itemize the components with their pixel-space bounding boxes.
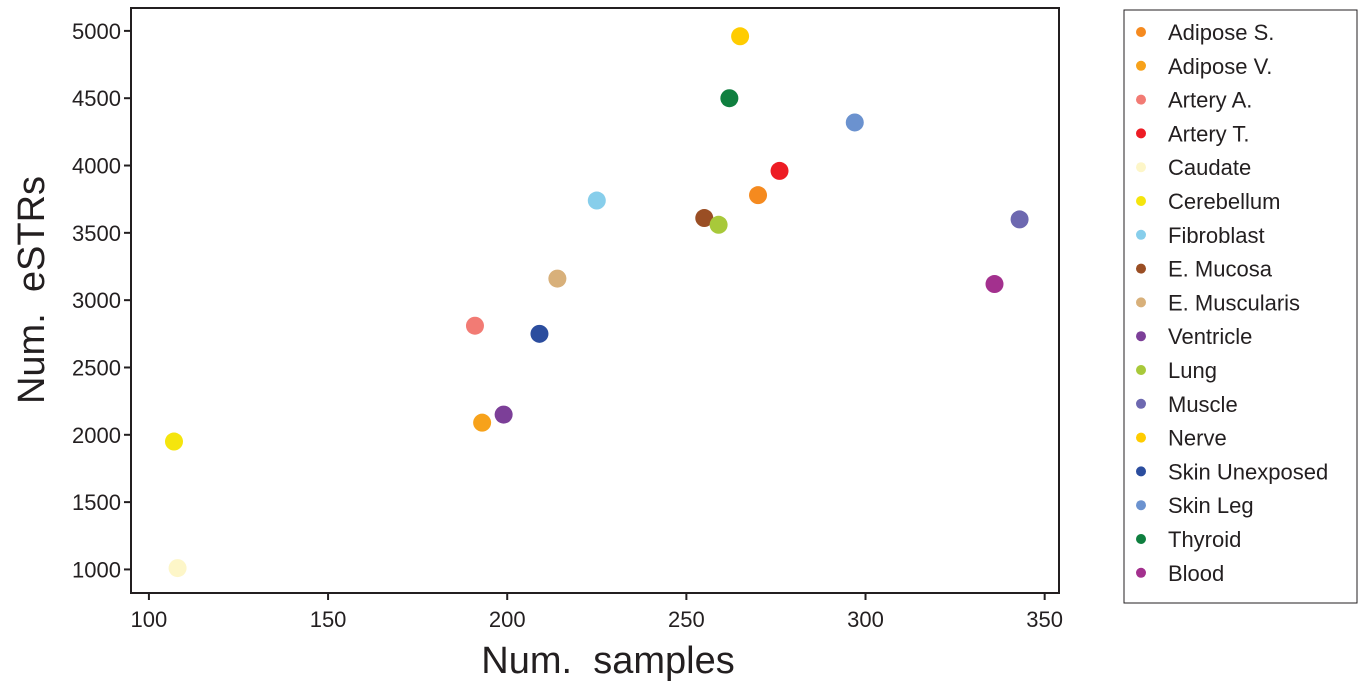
legend-marker [1136,263,1146,274]
legend-marker [1136,297,1146,308]
data-point [530,324,549,343]
data-point [465,316,484,335]
data-point [845,113,864,132]
legend-label: Ventricle [1168,324,1252,349]
legend-label: Adipose S. [1168,20,1274,45]
data-point [473,413,492,432]
legend-marker [1136,60,1146,71]
data-point [720,89,739,108]
data-point [164,432,183,451]
legend-label: Lung [1168,358,1217,383]
data-point [709,215,728,234]
y-tick-label: 3000 [72,288,121,313]
data-point [749,186,768,205]
legend-label: Adipose V. [1168,54,1272,79]
legend-marker [1136,432,1146,443]
x-axis: 100 150 200 250 300 350 [131,593,1063,632]
data-point [731,27,750,46]
legend-frame [1123,9,1358,604]
legend-label: Blood [1168,561,1224,586]
legend-marker [1136,27,1146,37]
legend-label: Cerebellum [1168,189,1281,214]
x-tick-label: 350 [1026,607,1063,632]
legend-label: Skin Leg [1168,493,1254,518]
legend-label: Skin Unexposed [1168,459,1328,484]
legend-label: Artery A. [1168,88,1252,113]
y-tick-label: 2500 [72,355,121,380]
y-tick-label: 1000 [72,557,121,582]
y-tick-label: 5000 [72,19,121,44]
data-points [164,27,1029,578]
data-point [548,269,567,288]
x-tick-label: 100 [131,607,168,632]
y-tick-label: 3500 [72,221,121,246]
legend-marker [1136,398,1146,409]
y-tick-label: 2000 [72,423,121,448]
legend-marker [1136,128,1146,139]
y-tick-label: 1500 [72,490,121,515]
data-point [168,559,187,578]
legend-label: Artery T. [1168,121,1250,146]
x-tick-label: 150 [310,607,347,632]
y-tick-label: 4000 [72,154,121,179]
y-axis-title: Num. eSTRs [11,176,53,404]
data-point [494,405,513,424]
x-tick-label: 250 [668,607,705,632]
legend-label: E. Mucosa [1168,257,1273,282]
legend-label: Caudate [1168,155,1251,180]
legend-marker [1136,466,1146,477]
legend-marker [1136,365,1146,375]
data-point [695,209,714,228]
legend-marker [1136,162,1146,173]
x-axis-title: Num. samples [481,640,734,681]
y-axis: 1000 1500 2000 2500 3000 3500 4000 4500 5000 [72,19,131,582]
legend-marker [1136,534,1146,544]
legend-marker [1136,196,1146,206]
data-point [1010,210,1029,229]
data-point [587,191,606,210]
legend-label: Muscle [1168,392,1238,417]
x-tick-label: 200 [489,607,526,632]
legend-marker [1136,331,1146,342]
legend-marker [1136,94,1146,105]
data-point [770,161,789,180]
legend-marker [1136,500,1146,511]
legend-label: Thyroid [1168,527,1241,552]
y-tick-label: 4500 [72,86,121,111]
legend-marker [1136,567,1146,578]
legend-marker [1136,229,1146,240]
data-point [985,275,1004,294]
x-tick-label: 300 [847,607,884,632]
legend-label: Nerve [1168,426,1227,451]
legend-label: Fibroblast [1168,223,1265,248]
legend-label: E. Muscularis [1168,290,1300,315]
legend: Adipose S. Adipose V. Artery A. Artery T. Ca… [1136,20,1328,586]
plot-area-frame [130,7,1060,594]
